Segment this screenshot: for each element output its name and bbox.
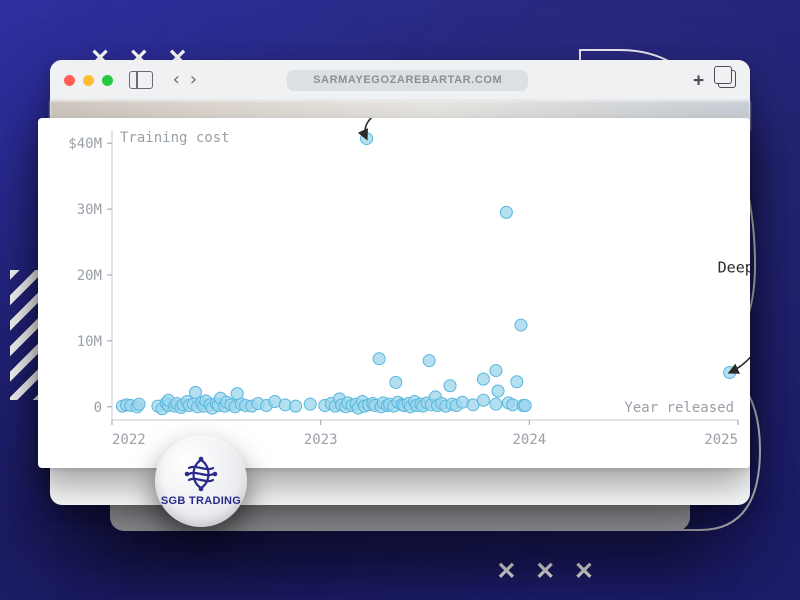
traffic-max[interactable]: [102, 75, 113, 86]
svg-text:Training cost: Training cost: [120, 130, 230, 146]
nav-back[interactable]: ‹: [169, 71, 184, 89]
sgb-badge: SGB TRADING: [155, 435, 247, 527]
browser-chrome: ‹ › SARMAYEGOZAREBARTAR.COM +: [50, 60, 750, 101]
badge-text: SGB TRADING: [161, 496, 241, 507]
nav-forward[interactable]: ›: [186, 71, 201, 89]
svg-text:30M: 30M: [77, 202, 102, 218]
svg-text:Year released: Year released: [624, 400, 734, 416]
svg-text:2022: 2022: [112, 432, 146, 448]
svg-text:10M: 10M: [77, 334, 102, 350]
svg-text:0: 0: [94, 400, 102, 416]
svg-text:2024: 2024: [512, 432, 546, 448]
xx-decoration-bottom: ✕ ✕ ✕: [496, 557, 600, 586]
svg-text:2023: 2023: [304, 432, 338, 448]
chart-panel: 0 10M 20M 30M $40M 2022 2023 2024 2025 Training c…: [38, 118, 750, 468]
sgb-logo-icon: [181, 456, 221, 492]
new-tab-icon[interactable]: +: [693, 70, 704, 91]
svg-text:20M: 20M: [77, 268, 102, 284]
traffic-min[interactable]: [83, 75, 94, 86]
svg-text:DeepSeek-V3: DeepSeek-V3: [718, 259, 750, 277]
sidebar-toggle-icon[interactable]: [129, 71, 153, 89]
nav-arrows: ‹ ›: [169, 71, 201, 89]
tabs-icon[interactable]: [718, 70, 736, 88]
training-cost-scatter: 0 10M 20M 30M $40M 2022 2023 2024 2025 Training c…: [38, 118, 750, 468]
svg-text:$40M: $40M: [68, 136, 102, 152]
svg-text:2025: 2025: [704, 432, 738, 448]
url-pill[interactable]: SARMAYEGOZAREBARTAR.COM: [287, 70, 528, 91]
traffic-close[interactable]: [64, 75, 75, 86]
stage: ✕ ✕ ✕ ✕ ✕ ✕ ‹ › SARMAYEGOZAREBARTAR.COM …: [0, 0, 800, 600]
